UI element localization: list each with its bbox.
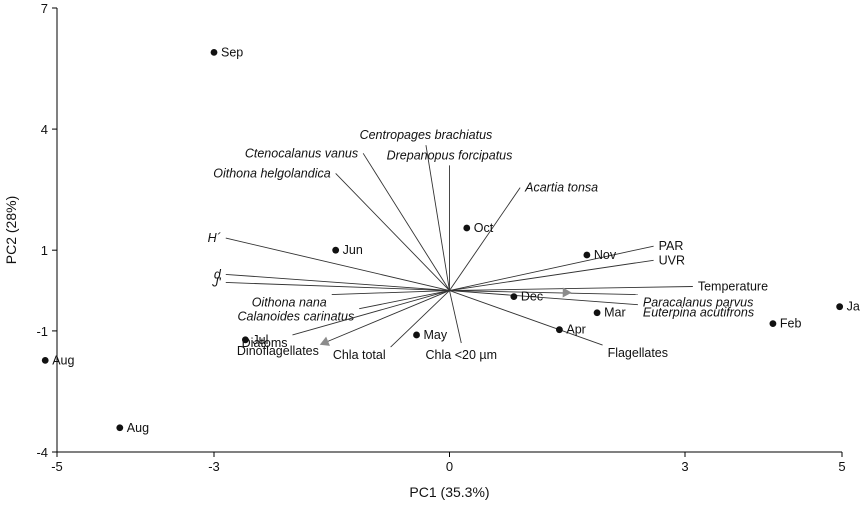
- x-tick-label: -3: [208, 459, 220, 474]
- y-axis-label: PC2 (28%): [3, 196, 19, 264]
- y-tick-label: 1: [41, 243, 48, 258]
- loading-vector: [425, 145, 450, 291]
- sample-point-label: Feb: [780, 317, 802, 331]
- sample-point-label: May: [424, 328, 448, 342]
- sample-point-label: Mar: [604, 306, 626, 320]
- vector-label: J': [211, 275, 221, 289]
- vector-label: PAR: [659, 239, 684, 253]
- loading-vector: [449, 290, 638, 296]
- sample-point-label: Jun: [343, 243, 363, 257]
- sample-point: [332, 246, 340, 254]
- loading-vector: [225, 237, 450, 291]
- vector-label: Calanoides carinatus: [237, 310, 354, 324]
- loading-vector: [390, 290, 450, 348]
- arrow-marker: [562, 287, 572, 298]
- y-tick-label: -1: [36, 324, 48, 339]
- sample-point: [510, 293, 518, 300]
- sample-point: [593, 309, 601, 317]
- loading-vector: [449, 259, 654, 291]
- vector-label: Chla total: [333, 348, 386, 362]
- x-tick-label: 3: [681, 459, 688, 474]
- vector-label: Oithona nana: [252, 296, 327, 310]
- vector-label: Temperature: [698, 280, 768, 294]
- vector-label: H´: [208, 231, 221, 245]
- vector-label: Ctenocalanus vanus: [245, 146, 358, 160]
- sample-point: [769, 320, 777, 328]
- sample-point-label: Aug: [52, 353, 74, 367]
- sample-point: [41, 356, 49, 364]
- y-tick-label: 7: [41, 1, 48, 16]
- x-axis-label: PC1 (35.3%): [409, 484, 489, 500]
- vector-label: d: [214, 267, 222, 281]
- vector-label: Dinoflagellates: [237, 344, 319, 358]
- x-tick-label: 0: [446, 459, 453, 474]
- sample-point: [210, 49, 218, 56]
- vector-label: Flagellates: [608, 346, 668, 360]
- sample-point-label: Jan: [847, 300, 860, 314]
- sample-point-label: Nov: [594, 248, 617, 262]
- loading-vector: [449, 245, 654, 291]
- loading-vector: [323, 290, 450, 344]
- vector-label: Oithona helgolandica: [213, 166, 330, 180]
- vector-label: Chla <20 µm: [426, 348, 497, 362]
- sample-point-label: Dec: [521, 290, 543, 304]
- sample-point: [463, 224, 471, 232]
- vector-label: Acartia tonsa: [524, 181, 598, 195]
- x-tick-label: -5: [51, 459, 63, 474]
- sample-point-label: Aug: [127, 421, 149, 435]
- y-tick-label: 4: [41, 122, 48, 137]
- loading-vector: [449, 290, 603, 346]
- vector-label: UVR: [659, 253, 685, 267]
- loading-vector: [449, 290, 462, 344]
- loading-vector: [335, 173, 450, 291]
- loading-vector: [362, 153, 450, 291]
- vector-label: Drepanopus forcipatus: [387, 148, 513, 162]
- loading-vector: [225, 273, 450, 291]
- loading-vector: [449, 286, 693, 291]
- vector-label: Centropages brachiatus: [360, 128, 493, 142]
- sample-point: [556, 326, 563, 334]
- arrow-marker: [319, 336, 330, 346]
- sample-point-label: Oct: [474, 221, 494, 235]
- loading-vector: [359, 290, 450, 310]
- vector-label: Paracalanus parvus: [643, 296, 753, 310]
- x-tick-label: 5: [838, 459, 845, 474]
- loading-vector: [449, 187, 521, 291]
- loading-vector: [292, 290, 450, 336]
- loading-vector: [225, 282, 450, 291]
- y-tick-label: -4: [36, 445, 48, 460]
- vector-label: Diatoms: [242, 336, 288, 350]
- sample-point: [116, 424, 124, 432]
- loading-vector: [331, 290, 450, 296]
- sample-point: [413, 331, 420, 339]
- sample-point-label: Apr: [566, 323, 585, 337]
- sample-point-label: Jul: [252, 333, 268, 347]
- sample-point-label: Sep: [221, 45, 243, 59]
- axes: -5 -3 0 3 5 -4 -1 1 4 7: [36, 1, 845, 474]
- sample-point: [836, 303, 844, 311]
- sample-point: [583, 251, 591, 259]
- loading-vector: [449, 290, 638, 306]
- vector-label: Euterpina acutifrons: [643, 306, 754, 320]
- sample-point: [242, 336, 249, 344]
- sample-points: Sep Jun Oct Nov Dec Jan Feb Mar Apr May Jul Aug Aug: [41, 45, 860, 435]
